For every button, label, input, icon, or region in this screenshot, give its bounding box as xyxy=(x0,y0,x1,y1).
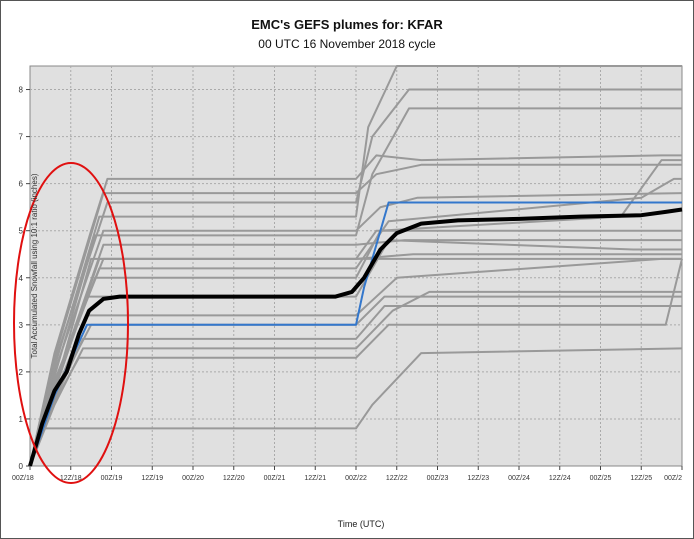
x-tick-label: 00Z/19 xyxy=(101,475,123,482)
annotation-ellipse xyxy=(13,162,129,484)
y-tick-label: 8 xyxy=(19,86,24,95)
x-tick-label: 00Z/25 xyxy=(590,475,612,482)
x-tick-label: 12Z/23 xyxy=(467,475,489,482)
x-tick-label: 00Z/2 xyxy=(664,475,682,482)
chart-subtitle: 00 UTC 16 November 2018 cycle xyxy=(258,37,436,51)
x-tick-label: 12Z/18 xyxy=(60,475,82,482)
y-tick-label: 1 xyxy=(19,415,24,424)
x-tick-label: 12Z/21 xyxy=(304,475,326,482)
ensemble-member-line xyxy=(29,107,682,467)
x-tick-label: 00Z/21 xyxy=(264,475,286,482)
x-tick-label: 12Z/19 xyxy=(141,475,163,482)
x-tick-label: 00Z/24 xyxy=(508,475,530,482)
ensemble-member-line xyxy=(29,192,683,467)
ensemble-member-line xyxy=(29,154,682,467)
y-tick-label: 5 xyxy=(19,227,24,236)
y-tick-label: 2 xyxy=(19,368,24,377)
ensemble-member-line xyxy=(29,65,682,467)
ensemble-member-line xyxy=(29,88,682,467)
x-tick-label: 00Z/20 xyxy=(182,475,204,482)
mean-line xyxy=(28,207,683,467)
y-tick-label: 6 xyxy=(19,180,24,189)
x-tick-label: 00Z/23 xyxy=(427,475,449,482)
x-tick-label: 12Z/24 xyxy=(549,475,571,482)
x-tick-label: 12Z/22 xyxy=(386,475,408,482)
y-tick-label: 0 xyxy=(19,462,24,471)
x-tick-label: 00Z/18 xyxy=(12,475,34,482)
y-tick-label: 7 xyxy=(19,133,24,142)
y-tick-label: 4 xyxy=(19,274,24,283)
x-tick-label: 12Z/25 xyxy=(630,475,652,482)
ensemble-member-line xyxy=(29,177,682,467)
x-axis-label: Time (UTC) xyxy=(338,519,385,529)
x-tick-label: 00Z/22 xyxy=(345,475,367,482)
ensemble-member-line xyxy=(29,290,682,467)
chart-title: EMC's GEFS plumes for: KFAR xyxy=(251,17,443,32)
ensemble-member-line xyxy=(29,159,682,467)
y-tick-label: 3 xyxy=(19,321,24,330)
y-axis-label: Total Accumulated Snowfall using 10:1 ra… xyxy=(30,173,39,358)
x-tick-label: 12Z/20 xyxy=(223,475,245,482)
